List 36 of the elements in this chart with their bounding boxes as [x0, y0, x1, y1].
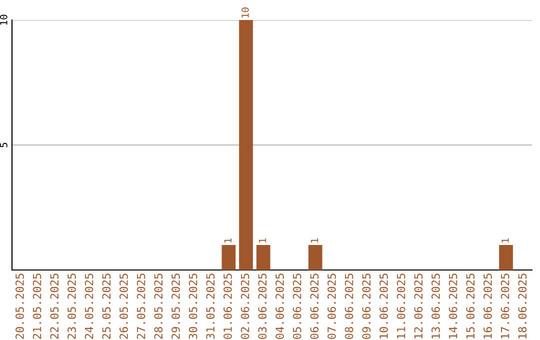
- x-tick-label: 30.05.2025: [188, 274, 198, 339]
- x-tick-label: 31.05.2025: [206, 274, 215, 339]
- x-tick-label: 03.06.2025: [258, 274, 267, 339]
- x-tick-label: 17.06.2025: [500, 274, 510, 338]
- x-tick-label: 28.05.2025: [154, 274, 163, 339]
- x-tick-label: 18.06.2025: [518, 274, 527, 338]
- x-tick-label: 08.06.2025: [344, 274, 354, 339]
- x-tick-label: 15.06.2025: [466, 274, 475, 338]
- x-tick-label: 05.06.2025: [292, 274, 302, 339]
- x-tick-label: 02.06.2025: [240, 274, 250, 339]
- x-tick-label: 20.05.2025: [16, 274, 24, 339]
- x-tick-label: 21.05.2025: [32, 274, 42, 339]
- x-tick-label: 07.06.2025: [328, 274, 336, 339]
- x-tick-label: 01.06.2025: [224, 274, 232, 339]
- x-tick-label: 06.06.2025: [310, 274, 319, 339]
- x-tick-label: 04.06.2025: [276, 274, 284, 339]
- x-tick-label: 29.05.2025: [172, 274, 180, 339]
- x-tick-label: 23.05.2025: [68, 274, 76, 339]
- y-tick-label: 5: [0, 142, 8, 148]
- x-tick-label: 10.06.2025: [380, 274, 388, 338]
- x-tick-label: 12.06.2025: [414, 274, 423, 338]
- x-tick-label: 16.06.2025: [484, 274, 492, 338]
- x-tick-label: 26.05.2025: [120, 274, 128, 339]
- x-tick-label: 13.06.2025: [432, 274, 440, 338]
- x-tick-label: 11.06.2025: [396, 274, 406, 338]
- data-label: 1: [258, 238, 266, 242]
- x-tick-label: 14.06.2025: [448, 274, 458, 338]
- data-label: 1: [224, 238, 232, 242]
- x-tick-label: 09.06.2025: [362, 274, 371, 339]
- x-tick-label: 27.05.2025: [136, 274, 146, 339]
- x-tick-label: 24.05.2025: [84, 274, 94, 339]
- data-label: 10: [241, 8, 249, 18]
- x-tick-label: 22.05.2025: [50, 274, 59, 339]
- x-tick-label: 25.05.2025: [102, 274, 111, 339]
- data-label: 1: [310, 238, 318, 242]
- data-label: 1: [502, 238, 509, 242]
